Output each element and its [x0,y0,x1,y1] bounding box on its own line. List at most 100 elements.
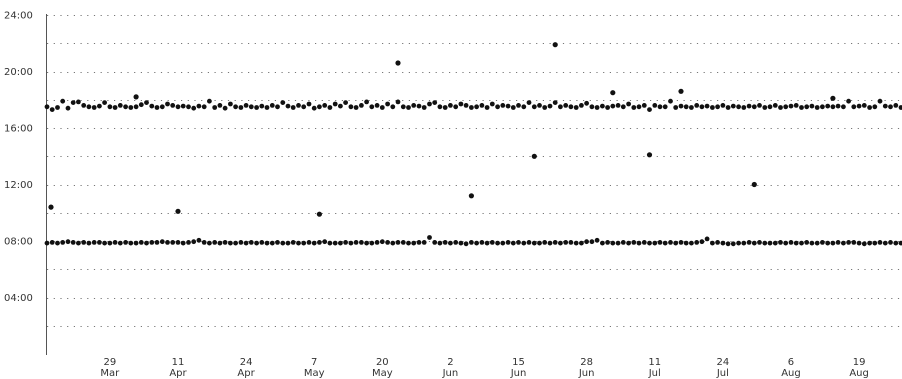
data-point [793,240,799,246]
data-point [76,240,81,246]
data-point [736,240,741,246]
data-point [280,100,286,105]
data-point [867,240,872,246]
data-point [809,103,815,109]
data-point [652,103,658,108]
data-point [563,103,569,108]
data-point [563,240,569,245]
data-point [898,240,902,246]
data-point [123,240,128,245]
data-point [65,239,71,245]
data-points [44,42,902,247]
data-point [259,240,265,245]
data-point [311,240,317,246]
data-point [469,240,474,245]
data-point [521,240,527,246]
data-point [175,104,181,110]
data-point [212,105,218,110]
data-point [117,240,123,246]
data-point [610,103,616,109]
data-point [170,240,176,245]
data-point [254,105,259,110]
data-point [636,104,642,110]
data-point [222,105,228,111]
data-point [594,105,600,110]
data-point [175,240,181,245]
data-point [269,240,275,246]
data-point [201,240,207,245]
x-tick-day-label: 24 [716,357,729,368]
data-point [825,240,831,246]
data-point [526,100,532,105]
data-point [233,104,239,110]
data-point [579,240,584,246]
data-point [636,240,642,246]
data-point [861,103,867,108]
data-point [353,240,359,245]
data-point [715,240,720,245]
data-point [888,104,893,110]
data-point [600,240,605,246]
data-point [856,103,862,109]
data-point [804,240,810,245]
outlier-point [133,94,139,100]
data-point [102,100,107,105]
data-point [626,240,631,246]
data-point [600,103,605,109]
outlier-point [646,152,653,158]
data-point [516,103,521,108]
data-point [484,105,490,110]
data-point [411,103,417,108]
data-point [453,240,459,245]
data-point [458,101,464,107]
data-point [338,240,343,246]
data-point [144,100,149,105]
data-point [432,100,438,105]
data-point [531,240,537,246]
data-point [290,240,296,245]
data-point [741,240,747,246]
grid-layer [47,15,901,327]
data-point [469,105,474,110]
data-point [489,101,495,107]
x-tick-month-label: Apr [169,368,187,379]
data-point [521,104,527,110]
data-point [704,236,710,242]
data-point [233,240,239,246]
data-point [60,98,66,104]
data-point [385,101,390,107]
data-point [683,240,689,246]
data-point [573,240,579,246]
data-point [395,99,401,105]
data-point [416,240,422,245]
data-point [846,240,851,245]
data-point [720,103,726,108]
data-point [228,101,233,107]
data-point [348,240,354,246]
data-point [725,241,731,247]
data-point [830,104,836,110]
data-point [311,105,317,111]
data-point [558,104,563,110]
data-point [128,240,134,246]
data-point [390,240,396,246]
data-point [201,104,207,110]
data-point [322,103,328,108]
x-tick-day-label: 11 [648,357,661,368]
data-point [605,240,610,245]
data-point [91,240,97,245]
data-point [510,240,516,246]
data-point [364,99,369,105]
data-point [374,103,380,108]
data-point [259,103,265,109]
data-point [694,103,700,108]
data-point [730,103,736,109]
data-point [610,240,616,246]
data-point [406,105,411,110]
data-point [736,104,741,110]
data-point [332,240,338,246]
data-point [138,240,144,245]
data-point [531,104,537,110]
data-point [411,240,417,246]
